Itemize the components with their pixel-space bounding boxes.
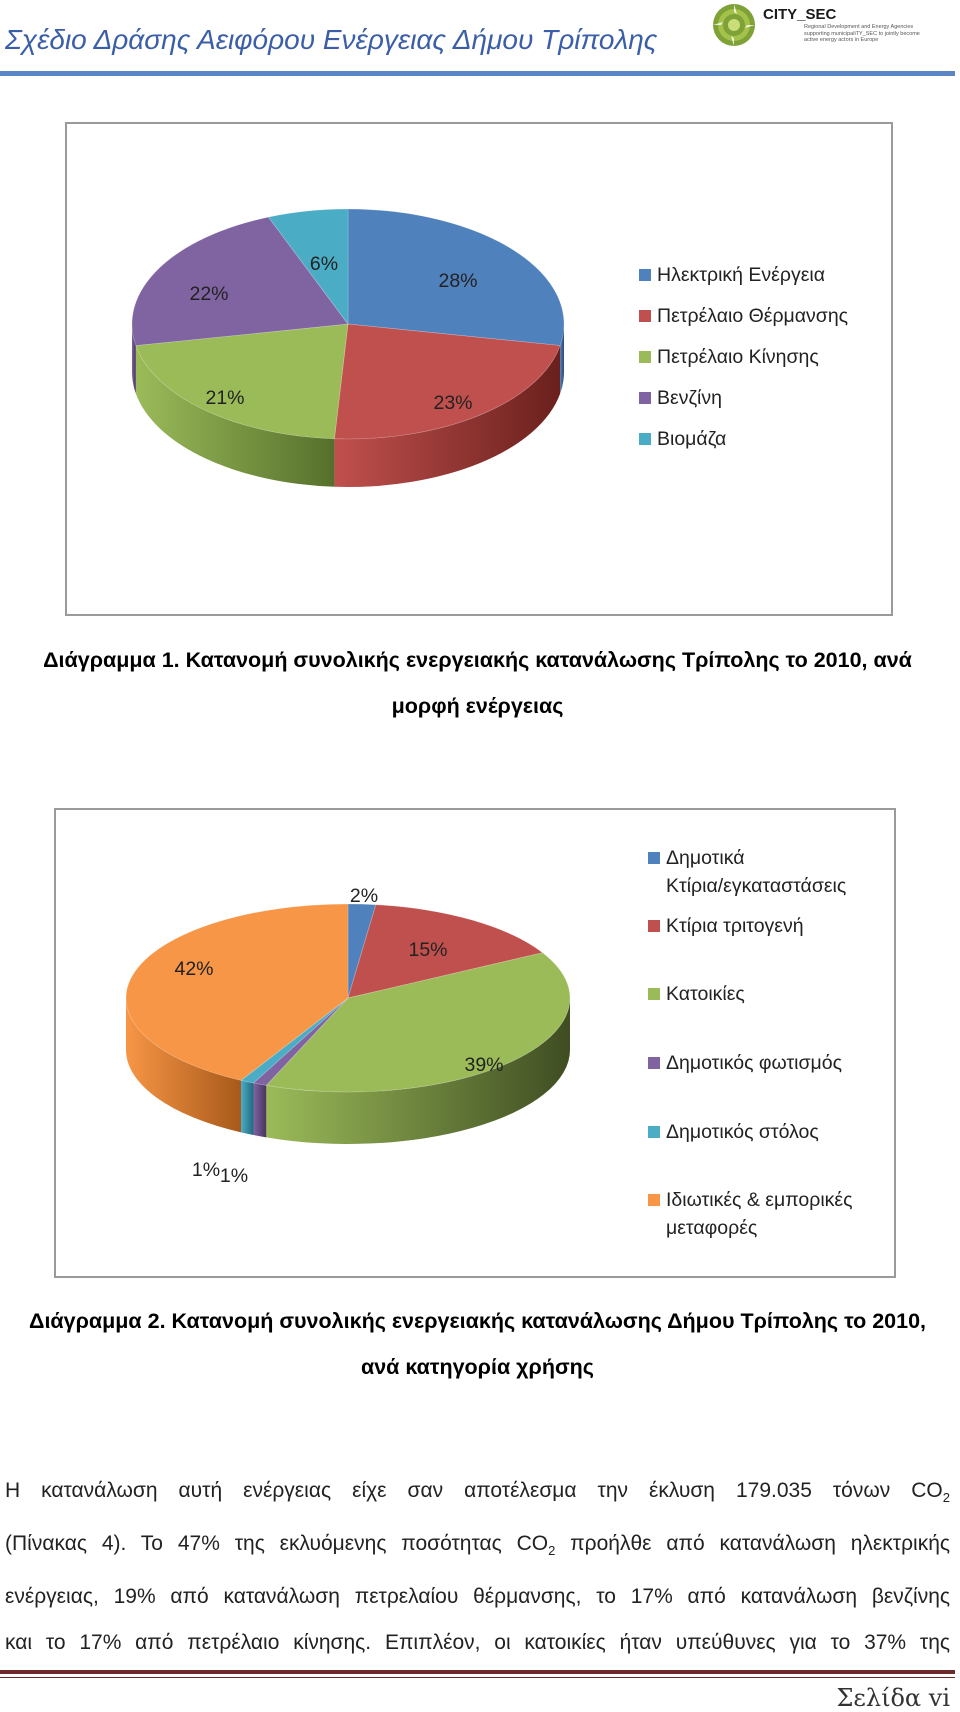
pie-slice-πετρέλαιο-θέρμανσης [334, 323, 561, 440]
pie-sides [132, 324, 564, 487]
pie-data-label-ιδιωτικές-εμπορικές-μεταφορές: 42% [174, 958, 213, 980]
legend-label: Δημοτικός στόλος [666, 1121, 819, 1143]
legend-swatch [648, 1194, 660, 1206]
pie-side-βενζίνη [132, 324, 136, 394]
pie-data-label-δημοτικά-κτίρια-εγκαταστάσεις: 2% [350, 885, 378, 907]
legend-label: Κατοικίες [666, 983, 745, 1005]
body-line-3: ενέργειας, 19% από κατανάλωση πετρελαίου… [5, 1585, 950, 1609]
pie-slice-κατοικίες [265, 952, 571, 1093]
body-line-4: και το 17% από πετρέλαιο κίνησης. Επιπλέ… [5, 1631, 950, 1655]
chart-2-pie: 2% 15% 39% 1% 1% 42% [125, 885, 571, 1187]
pie-side-δημοτικός-φωτισμός [253, 1083, 267, 1138]
legend-swatch [648, 988, 660, 1000]
pie-slice-δημοτικός-στόλος [240, 997, 349, 1084]
pie-data-label-κατοικίες: 39% [464, 1054, 503, 1076]
pie-data-label-κτίρια-τριτογενή: 15% [408, 939, 447, 961]
pie-slice-δημοτικός-φωτισμός [252, 997, 349, 1086]
pie-slice-ιδιωτικές-εμπορικές-μεταφορές [125, 903, 349, 1081]
legend-label: Πετρέλαιο Κίνησης [657, 346, 819, 368]
pie-slice-κτίρια-τριτογενή [347, 904, 544, 999]
chart-1-legend: Ηλεκτρική Ενέργεια Πετρέλαιο Θέρμανσης Πετ… [639, 261, 889, 481]
pie-data-label-ηλεκτρική-ενέργεια: 28% [438, 270, 477, 292]
legend-label: Ηλεκτρική Ενέργεια [657, 264, 826, 286]
legend-label: Δημοτικά Κτίρια/εγκαταστάσεις [666, 847, 847, 897]
pie-slice-ηλεκτρική-ενέργεια [347, 208, 565, 346]
legend-swatch [639, 351, 651, 363]
pie-top [125, 903, 571, 1093]
legend-label: Κτίρια τριτογενή [666, 915, 804, 937]
legend-label: Πετρέλαιο Θέρμανσης [657, 305, 849, 327]
body-paragraph: Η κατανάλωση αυτή ενέργειας είχε σαν απο… [5, 1468, 950, 1666]
legend-label: Ιδιωτικές & εμπορικές μεταφορές [666, 1189, 853, 1239]
pie-side-κατοικίες [266, 998, 571, 1144]
legend-swatch [639, 269, 651, 281]
pie-side-ιδιωτικές-εμπορικές-μεταφορές [126, 998, 242, 1133]
pie-data-label-πετρέλαιο-κίνησης: 21% [205, 387, 244, 409]
pie-data-label-βενζίνη: 22% [189, 283, 228, 305]
pie-data-label-βιομάζα: 6% [310, 253, 338, 275]
body-line-2: (Πίνακας 4). Το 47% της εκλυόμενης ποσότ… [5, 1532, 950, 1559]
legend-swatch [639, 310, 651, 322]
diagram-2-caption-line-2: ανά κατηγορία χρήσης [361, 1355, 594, 1379]
pie-data-label-πετρέλαιο-θέρμανσης: 23% [433, 392, 472, 414]
pie-data-label-δημοτικός-φωτισμός: 1% [192, 1159, 220, 1181]
page-number: Σελίδα vi [836, 1684, 950, 1712]
diagram-2-caption-line-1: Διάγραμμα 2. Κατανομή συνολικής ενεργεια… [29, 1309, 926, 1333]
footer-rule-thin [0, 1677, 955, 1678]
legend-swatch [639, 392, 651, 404]
body-line-1: Η κατανάλωση αυτή ενέργειας είχε σαν απο… [5, 1479, 950, 1506]
pie-side-πετρέλαιο-κίνησης [135, 345, 335, 487]
chart-1-frame: 28% 23% 21% 22% 6% Ηλεκτρική Ενέργεια Πετρέλα… [65, 122, 893, 616]
pie-slice-πετρέλαιο-κίνησης [135, 323, 349, 440]
header-rule [0, 71, 955, 76]
legend-label: Βιομάζα [657, 428, 727, 450]
pie-slice-βενζίνη [131, 216, 349, 346]
diagram-1-caption-line-1: Διάγραμμα 1. Κατανομή συνολικής ενεργεια… [43, 648, 912, 672]
chart-1-pie: 28% 23% 21% 22% 6% [131, 208, 565, 487]
city-sec-logo: CITY_SEC Regional Development and Energy… [710, 0, 950, 52]
legend-label: Βενζίνη [657, 387, 722, 409]
chart-2-legend: Δημοτικά Κτίρια/εγκαταστάσεις Κτίρια τριτο… [648, 844, 888, 1264]
logo-name: CITY_SEC [763, 6, 837, 23]
legend-swatch [648, 852, 660, 864]
footer-rule-thick [0, 1670, 955, 1674]
pie-side-πετρέλαιο-θέρμανσης [334, 345, 561, 487]
document-header-title: Σχέδιο Δράσης Αειφόρου Ενέργειας Δήμου Τ… [5, 24, 658, 55]
pie-top [131, 208, 565, 440]
pie-data-label-δημοτικός-στόλος: 1% [220, 1165, 248, 1187]
legend-swatch [648, 920, 660, 932]
pie-sides [126, 998, 571, 1144]
logo-subtitle: Regional Development and Energy Agencies… [804, 24, 920, 43]
legend-swatch [648, 1126, 660, 1138]
legend-swatch [639, 433, 651, 445]
pie-slice-δημοτικά-κτίρια-εγκαταστάσεις [347, 903, 377, 999]
diagram-1-caption-line-2: μορφή ενέργειας [391, 694, 564, 718]
legend-swatch [648, 1057, 660, 1069]
chart-2-frame: 2% 15% 39% 1% 1% 42% Δημοτικά Κτίρια/εγκαταστά… [54, 808, 896, 1278]
legend-label: Δημοτικός φωτισμός [666, 1052, 843, 1074]
pie-side-δημοτικός-στόλος [241, 1080, 254, 1136]
pie-side-ηλεκτρική-ενέργεια [560, 324, 564, 394]
logo-spiral-icon [713, 4, 755, 46]
pie-slice-βιομάζα [267, 208, 349, 326]
